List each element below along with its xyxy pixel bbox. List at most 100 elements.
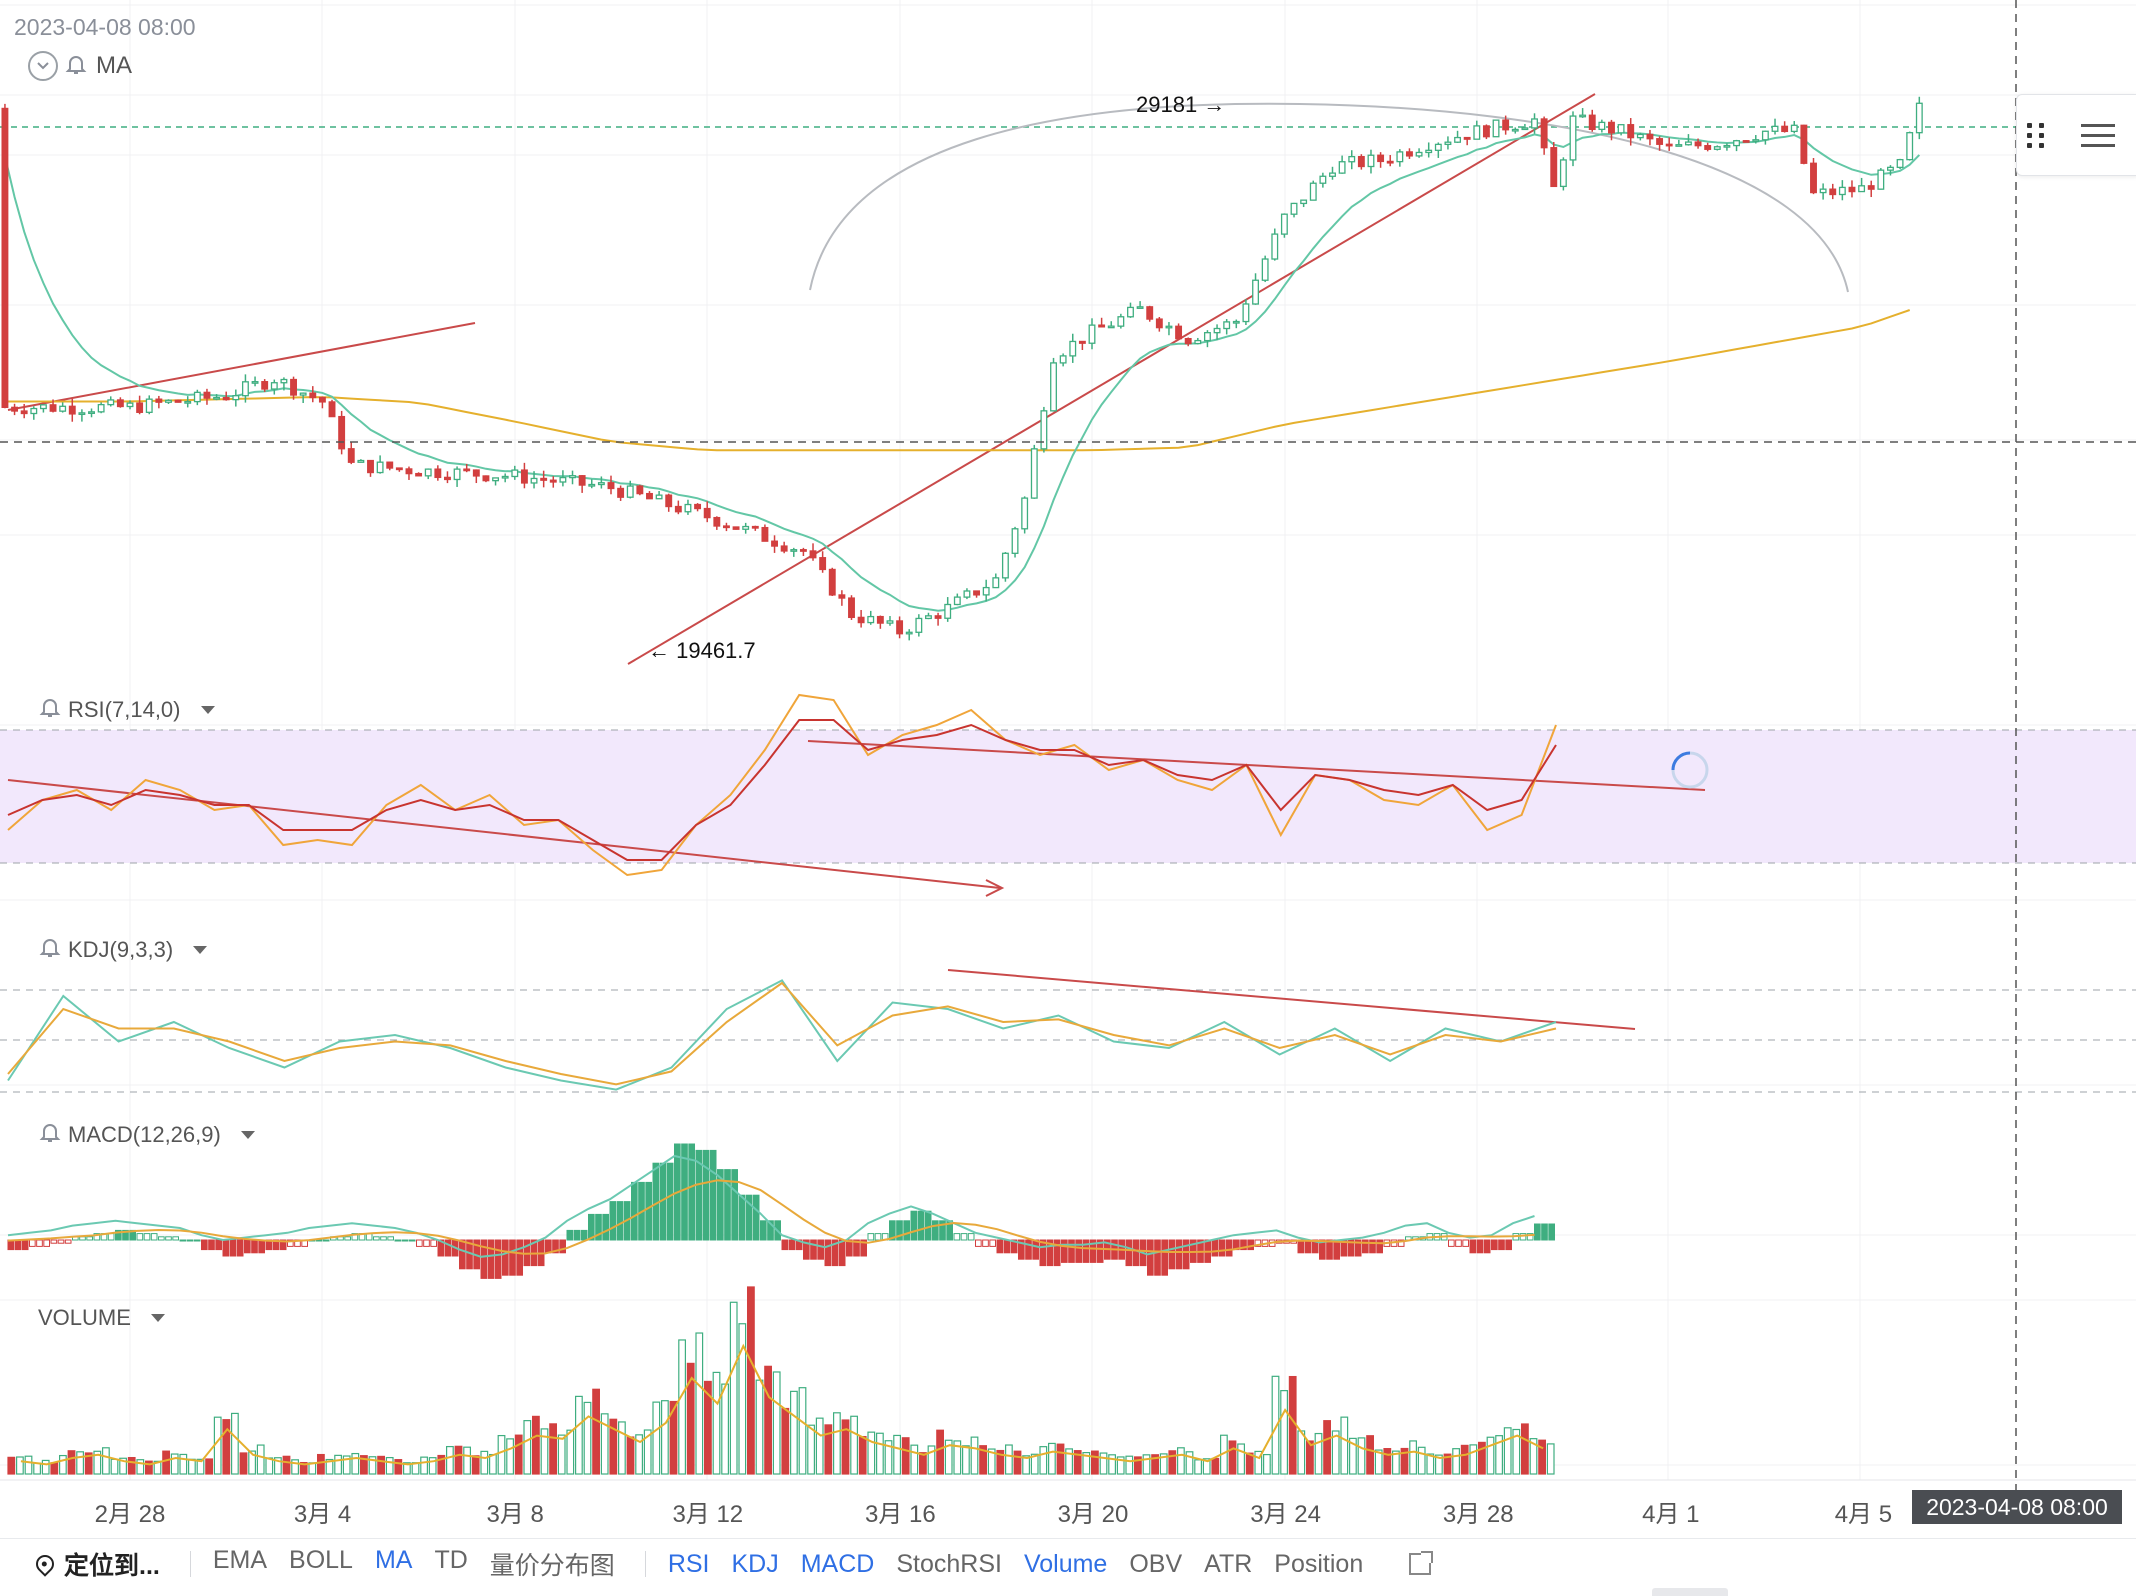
- candle-up: [1001, 552, 1009, 579]
- candle-down: [713, 516, 721, 527]
- candle-up: [1107, 325, 1115, 329]
- volume-panel-label[interactable]: VOLUME: [38, 1305, 165, 1331]
- indicator-toggle-量价分布图[interactable]: 量价分布图: [489, 1552, 615, 1580]
- macd-bar-positive: [932, 1220, 939, 1241]
- macd-bar-negative: [1319, 1239, 1326, 1260]
- dropdown-caret-icon[interactable]: [193, 946, 208, 954]
- volume-bar: [996, 1449, 1005, 1475]
- candle-up: [59, 405, 67, 412]
- external-link-icon[interactable]: [1409, 1551, 1434, 1575]
- candle-up: [30, 407, 38, 415]
- candlestick-series[interactable]: [1, 96, 1923, 641]
- candle-down: [367, 459, 374, 474]
- macd-bar-negative: [1483, 1239, 1491, 1254]
- macd-bar-negative: [50, 1239, 58, 1244]
- side-panel-handle[interactable]: [2016, 94, 2136, 176]
- alert-bell-icon[interactable]: [38, 1120, 62, 1150]
- collapse-chevron-icon[interactable]: [28, 51, 58, 81]
- macd-bar-positive: [910, 1210, 918, 1241]
- chart-canvas[interactable]: [0, 0, 2136, 1530]
- kdj-label: KDJ(9,3,3): [68, 937, 174, 962]
- candle-down: [463, 468, 471, 472]
- indicator-toggle-macd[interactable]: MACD: [800, 1549, 875, 1578]
- alert-bell-icon[interactable]: [38, 935, 62, 965]
- locate-button[interactable]: 定位到...: [32, 1546, 160, 1582]
- alert-bell-icon[interactable]: [64, 52, 88, 81]
- volume-bar: [41, 1459, 50, 1475]
- volume-bar: [1297, 1430, 1306, 1475]
- volume-bar: [1176, 1447, 1185, 1475]
- candle-down: [617, 487, 625, 498]
- volume-bar: [901, 1437, 910, 1475]
- arc-drawing: [809, 102, 1849, 293]
- menu-icon[interactable]: [2081, 123, 2115, 147]
- candle-up: [1396, 151, 1404, 163]
- candle-down: [472, 469, 480, 477]
- indicator-toggle-td[interactable]: TD: [434, 1546, 468, 1574]
- candle-up: [299, 392, 307, 396]
- candle-down: [444, 476, 451, 481]
- candle-down: [1742, 140, 1750, 143]
- indicator-toggle-boll[interactable]: BOLL: [289, 1546, 353, 1574]
- kdj-panel-label[interactable]: KDJ(9,3,3): [38, 935, 208, 965]
- indicator-toggle-position[interactable]: Position: [1274, 1549, 1364, 1578]
- macd-bar-negative: [1225, 1239, 1233, 1257]
- candle-up: [1425, 149, 1433, 154]
- candle-up: [1367, 154, 1375, 168]
- volume-bar: [1168, 1450, 1177, 1475]
- drawings[interactable]: [7, 93, 1849, 1030]
- candle-down: [1146, 306, 1154, 320]
- candle-up: [1906, 132, 1914, 161]
- candle-up: [1887, 166, 1894, 171]
- volume-bar: [893, 1434, 901, 1475]
- bottom-drawer-tab[interactable]: [1652, 1588, 1728, 1596]
- volume-bar: [420, 1456, 428, 1475]
- candle-down: [1810, 162, 1817, 194]
- indicator-toggle-ma[interactable]: MA: [374, 1546, 413, 1574]
- volume-bar: [334, 1454, 342, 1475]
- macd-bar-positive: [143, 1233, 151, 1241]
- ma-legend[interactable]: MA: [28, 50, 132, 82]
- macd-line: [7, 1154, 1535, 1258]
- macd-bar-negative: [1075, 1239, 1083, 1263]
- volume-bar: [695, 1332, 704, 1475]
- indicator-toggle-volume[interactable]: Volume: [1023, 1549, 1108, 1578]
- volume-bar: [317, 1453, 325, 1475]
- volume-bar: [1237, 1443, 1246, 1475]
- volume-bar: [566, 1429, 575, 1475]
- rsi-panel-label[interactable]: RSI(7,14,0): [38, 695, 215, 725]
- indicator-toggle-stochrsi[interactable]: StochRSI: [896, 1549, 1002, 1578]
- drag-grip-icon[interactable]: [2027, 122, 2045, 148]
- macd-bar-negative: [1240, 1239, 1247, 1251]
- macd-bar-negative: [1448, 1239, 1455, 1247]
- candle-up: [1030, 448, 1038, 499]
- indicator-toggle-atr[interactable]: ATR: [1204, 1549, 1253, 1578]
- macd-bar-positive: [380, 1236, 387, 1241]
- macd-bar-negative: [57, 1239, 65, 1244]
- macd-bar-negative: [487, 1239, 495, 1279]
- candle-up: [376, 461, 384, 474]
- dropdown-caret-icon[interactable]: [240, 1131, 255, 1139]
- macd-bar-negative: [1061, 1239, 1068, 1263]
- indicator-toggle-ema[interactable]: EMA: [212, 1546, 268, 1574]
- volume-bar: [342, 1455, 351, 1475]
- volume-bar: [832, 1412, 841, 1475]
- macd-bar-negative: [838, 1239, 846, 1267]
- candle-down: [338, 415, 346, 450]
- indicator-toggle-rsi[interactable]: RSI: [667, 1549, 710, 1578]
- dropdown-caret-icon[interactable]: [150, 1314, 165, 1322]
- candle-up: [1790, 124, 1798, 133]
- indicator-toggle-obv[interactable]: OBV: [1129, 1549, 1183, 1578]
- candle-up: [1819, 188, 1827, 194]
- toolbar-divider: [644, 1551, 646, 1577]
- macd-bar-positive: [709, 1149, 717, 1241]
- indicator-toggle-kdj[interactable]: KDJ: [731, 1549, 779, 1578]
- macd-bar-negative: [229, 1239, 237, 1257]
- macd-panel-label[interactable]: MACD(12,26,9): [38, 1120, 255, 1150]
- candle-down: [665, 494, 673, 508]
- dropdown-caret-icon[interactable]: [200, 706, 215, 714]
- volume-bar: [1151, 1454, 1160, 1475]
- alert-bell-icon[interactable]: [38, 695, 62, 725]
- volume-bar: [291, 1459, 299, 1475]
- macd-histogram: [7, 1143, 1556, 1279]
